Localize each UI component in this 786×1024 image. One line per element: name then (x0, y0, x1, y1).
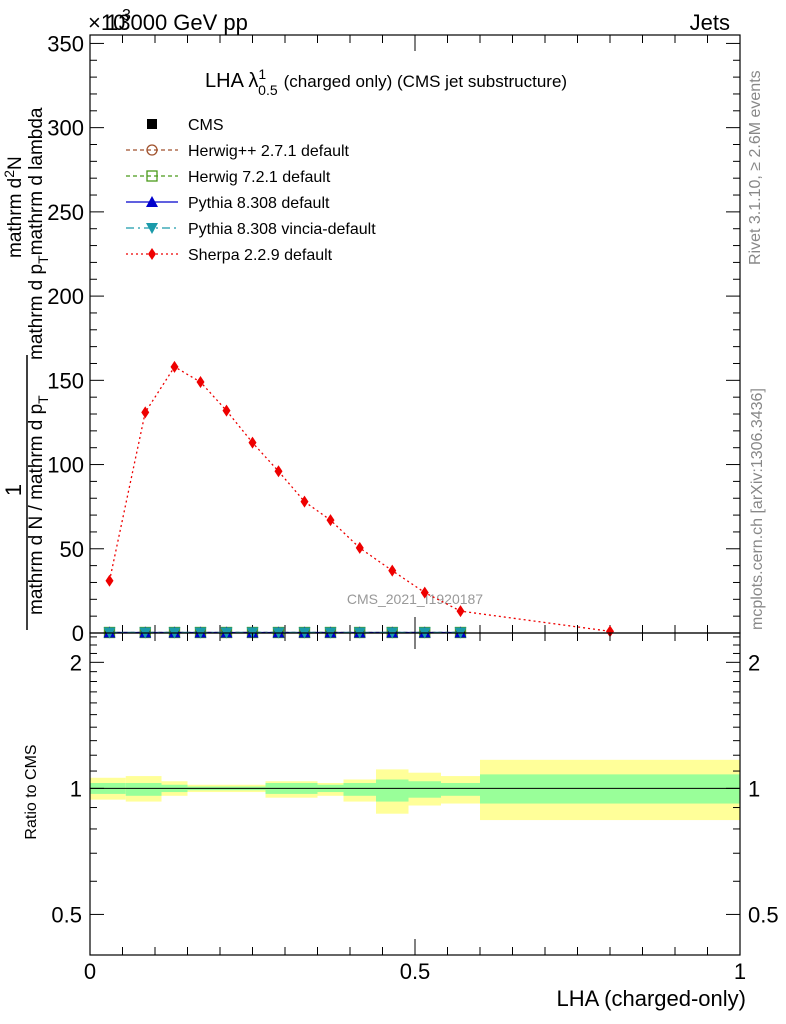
legend-label: Pythia 8.308 default (188, 195, 330, 212)
data-point-sherpa (248, 436, 257, 449)
ratio-inner-band (343, 782, 376, 796)
y-tick-label: 150 (47, 368, 84, 393)
ratio-uncertainty-bands (90, 759, 740, 821)
legend-marker (146, 170, 158, 182)
main-x-axis-ticks (89, 35, 741, 633)
ratio-y-tick-label: 0.5 (51, 902, 82, 927)
legend-item-sherpa: Sherpa 2.2.9 default (126, 247, 333, 264)
ratio-inner-band (408, 781, 441, 798)
x-tick-label: 0.5 (400, 959, 431, 984)
collision-label: 13000 GeV pp (106, 10, 248, 35)
exponent-multiplier-power: 3 (122, 7, 131, 24)
y-tick-label: 0 (72, 621, 84, 646)
data-point-sherpa (105, 574, 114, 587)
data-point-sherpa (196, 376, 205, 389)
y-tick-label: 200 (47, 284, 84, 309)
ylabel-numerator-two-super: 2 (1, 170, 17, 178)
ratio-y-tick-label: 2 (70, 650, 82, 675)
ylabel-numerator-two-tail: N (5, 156, 26, 170)
x-tick-label: 0 (84, 959, 96, 984)
data-point-sherpa (456, 605, 465, 618)
legend-marker (147, 119, 157, 129)
data-point-sherpa (420, 586, 429, 599)
x-axis-label: LHA (charged-only) (556, 986, 746, 1011)
ratio-y-tick-label: 1 (70, 776, 82, 801)
main-y-axis-label: 1 mathrm d N / mathrm d pT mathrm d2N ma… (1, 107, 51, 630)
data-point-sherpa (355, 541, 364, 554)
ylabel-denominator-two: mathrm d pTmathrm d lambda (26, 107, 51, 360)
plot-title-superscript: 1 (258, 66, 266, 82)
exponent-multiplier: ×10 (88, 10, 125, 35)
plot-title: LHA λ1 0.5 (charged only) (CMS jet substru… (205, 66, 567, 98)
legend-label: Herwig++ 2.7.1 default (188, 143, 350, 160)
ratio-y-tick-label-right: 0.5 (748, 902, 779, 927)
ratio-x-axis-ticks: 0 0.5 1 (84, 633, 746, 984)
data-point-sherpa (300, 495, 309, 508)
ylabel-denominator-two-sub: T (35, 255, 51, 264)
y-tick-label: 300 (47, 116, 84, 141)
ylabel-denominator-one-sub: T (35, 395, 51, 404)
ratio-y-axis-label: Ratio to CMS (23, 744, 40, 839)
ratio-inner-band (125, 782, 162, 796)
data-point-sherpa (222, 404, 231, 417)
ylabel-denominator-two-tail: mathrm d lambda (26, 107, 47, 255)
ylabel-denominator-one: mathrm d N / mathrm d pT (26, 395, 51, 615)
legend-item-vincia: Pythia 8.308 vincia-default (126, 221, 376, 238)
ratio-inner-band (376, 779, 409, 802)
ylabel-denominator-one-text: mathrm d N / mathrm d p (26, 404, 47, 615)
y-tick-label: 100 (47, 453, 84, 478)
ratio-y-tick-label-right: 1 (748, 776, 760, 801)
data-point-sherpa (141, 406, 150, 419)
legend-marker (146, 144, 158, 156)
rivet-version-label: Rivet 3.1.10, ≥ 2.6M events (747, 70, 764, 265)
plot-title-main: LHA λ (205, 70, 258, 92)
series-sherpa (105, 360, 614, 638)
ylabel-numerator-one: 1 (1, 484, 26, 496)
data-point-sherpa (170, 360, 179, 373)
legend-label: CMS (188, 117, 224, 134)
main-y-axis-ticks: 0 50 100 150 200 250 300 350 (47, 31, 740, 646)
ratio-plot-panel: 0.5 0.51 12 2 0 0.5 1 Ratio to CMS (23, 632, 779, 984)
legend-marker (146, 196, 158, 207)
legend-label: Sherpa 2.2.9 default (188, 247, 333, 264)
series-line-sherpa (108, 365, 611, 632)
ratio-y-tick-label-right: 2 (748, 650, 760, 675)
data-point-sherpa (274, 465, 283, 478)
legend: CMS Herwig++ 2.7.1 default Herwig 7.2.1 de… (126, 117, 376, 264)
legend-item-herwig7: Herwig 7.2.1 default (126, 169, 331, 186)
y-tick-label: 50 (60, 537, 84, 562)
y-tick-label: 350 (47, 31, 84, 56)
mcplots-label: mcplots.cern.ch [arXiv:1306.3436] (749, 388, 766, 630)
analysis-watermark: CMS_2021_I1920187 (347, 591, 483, 607)
legend-label: Pythia 8.308 vincia-default (188, 221, 376, 238)
legend-item-herwigpp: Herwig++ 2.7.1 default (126, 143, 350, 160)
legend-item-pythia: Pythia 8.308 default (126, 195, 330, 212)
plot-title-subscript: 0.5 (258, 82, 278, 98)
legend-label: Herwig 7.2.1 default (188, 169, 331, 186)
ratio-inner-band (480, 774, 740, 804)
data-point-sherpa (606, 625, 614, 638)
process-label: Jets (690, 10, 730, 35)
plot-title-suffix: (charged only) (CMS jet substructure) (284, 72, 567, 91)
ylabel-numerator-two: mathrm d2N (1, 156, 26, 258)
data-point-sherpa (326, 514, 335, 527)
ratio-inner-band (441, 782, 480, 796)
ratio-y-axis-ticks: 0.5 0.5 1 1 2 2 (51, 636, 779, 927)
legend-item-cms: CMS (147, 117, 224, 134)
ylabel-denominator-two-text: mathrm d p (26, 264, 47, 360)
x-tick-label: 1 (734, 959, 746, 984)
y-tick-label: 250 (47, 200, 84, 225)
legend-marker (148, 248, 156, 260)
data-point-sherpa (388, 564, 397, 577)
legend-marker (146, 223, 158, 234)
ylabel-numerator-two-text: mathrm d (5, 178, 26, 258)
